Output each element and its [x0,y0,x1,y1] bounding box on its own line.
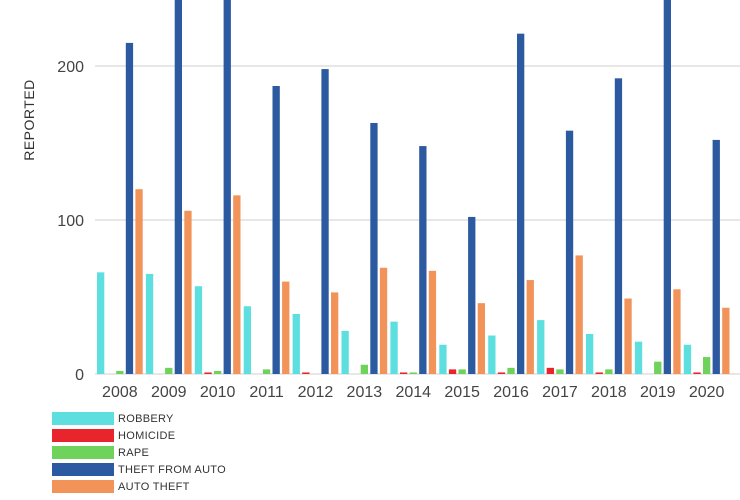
bar-theft-from-auto-2008 [125,42,134,375]
bar-rape-2009 [165,367,173,374]
bar-robbery-2019 [634,341,643,374]
bar-rape-2013 [360,364,368,374]
x-tick-label: 2009 [151,384,187,401]
x-tick-label: 2016 [493,384,529,401]
bar-theft-from-auto-2016 [517,33,525,374]
x-tick-label: 2013 [347,384,383,401]
bar-rape-2015 [458,369,466,374]
bar-auto-theft-2020 [722,307,730,374]
bar-rape-2010 [214,370,222,374]
legend-item-theft-from-auto: THEFT FROM AUTO [52,461,352,478]
bar-rape-2018 [605,369,613,374]
bar-theft-from-auto-2013 [370,122,378,374]
bar-rape-2016 [507,367,515,374]
bar-robbery-2011 [243,306,251,374]
bar-homicide-2017 [546,367,554,374]
bar-homicide-2012 [302,372,310,374]
legend-swatch [52,412,114,425]
bar-theft-from-auto-2019 [663,0,671,374]
bar-rape-2014 [409,372,417,374]
bar-auto-theft-2016 [526,280,534,374]
bar-homicide-2016 [497,372,506,374]
legend-item-robbery: ROBBERY [52,410,352,427]
bar-theft-from-auto-2020 [712,139,720,374]
legend-swatch [52,463,114,476]
bar-auto-theft-2015 [477,303,485,374]
bar-theft-from-auto-2009 [174,0,182,374]
bar-theft-from-auto-2012 [321,69,329,374]
legend-label: THEFT FROM AUTO [118,464,226,476]
x-tick-label: 2012 [298,384,334,401]
x-tick-label: 2015 [444,384,480,401]
bar-rape-2020 [703,357,711,374]
bar-auto-theft-2011 [282,281,290,374]
legend-swatch [52,429,114,442]
x-tick-label: 2017 [542,384,578,401]
x-tick-label: 2014 [395,384,431,401]
bar-rape-2017 [556,369,564,374]
bar-theft-from-auto-2017 [565,130,574,374]
bar-robbery-2015 [439,344,447,374]
bar-rape-2008 [116,370,124,374]
legend-swatch [52,480,114,493]
bar-robbery-2017 [537,320,545,374]
legend-label: HOMICIDE [118,430,176,442]
bar-auto-theft-2013 [379,267,388,374]
bar-auto-theft-2019 [673,289,681,374]
legend-item-rape: RAPE [52,444,352,461]
bar-rape-2011 [262,369,271,374]
bar-robbery-2014 [390,321,398,374]
bar-robbery-2010 [194,286,203,374]
bar-theft-from-auto-2015 [468,216,476,374]
bar-auto-theft-2017 [575,255,583,374]
bar-auto-theft-2010 [233,195,241,374]
bar-robbery-2009 [145,273,154,374]
x-tick-label: 2011 [249,384,284,401]
bar-auto-theft-2014 [428,270,437,374]
y-tick-label: 200 [57,59,84,76]
gridlines [95,65,740,375]
bar-robbery-2012 [292,313,300,374]
bar-auto-theft-2012 [331,292,339,374]
bar-auto-theft-2018 [624,298,632,374]
bar-robbery-2020 [683,344,692,374]
legend-label: AUTO THEFT [118,481,190,493]
bar-homicide-2010 [204,372,212,374]
y-axis-label: REPORTED [21,79,37,161]
legend: ROBBERY HOMICIDE RAPE THEFT FROM AUTO AUTO T… [52,410,352,495]
bars [97,0,730,375]
legend-label: RAPE [118,447,150,459]
bar-auto-theft-2008 [135,189,143,374]
bar-robbery-2013 [341,330,349,374]
y-tick-label: 0 [75,367,84,384]
bar-rape-2019 [654,361,662,374]
bar-chart: 0 100 200 2008 2009 2010 2011 2012 2013 2014 2015 2… [21,0,740,401]
legend-label: ROBBERY [118,413,174,425]
bar-auto-theft-2009 [184,210,192,374]
bar-theft-from-auto-2014 [419,146,427,374]
bar-theft-from-auto-2018 [614,78,623,374]
y-tick-label: 100 [57,213,84,230]
x-tick-label: 2010 [200,384,236,401]
x-tick-label: 2008 [102,384,138,401]
bar-robbery-2016 [488,335,496,374]
bar-homicide-2014 [400,372,408,374]
axes: 0 100 200 2008 2009 2010 2011 2012 2013 2014 2015 2… [57,59,724,401]
x-tick-label: 2019 [640,384,676,401]
x-tick-label: 2018 [591,384,627,401]
bar-theft-from-auto-2011 [272,86,280,375]
bar-theft-from-auto-2010 [223,0,231,374]
bar-robbery-2018 [586,333,594,374]
legend-swatch [52,446,114,459]
bar-robbery-2008 [97,272,105,374]
legend-item-auto-theft: AUTO THEFT [52,478,352,495]
legend-item-homicide: HOMICIDE [52,427,352,444]
x-tick-label: 2020 [689,384,725,401]
bar-homicide-2018 [595,372,603,374]
bar-homicide-2015 [448,369,457,374]
bar-homicide-2020 [693,372,701,374]
